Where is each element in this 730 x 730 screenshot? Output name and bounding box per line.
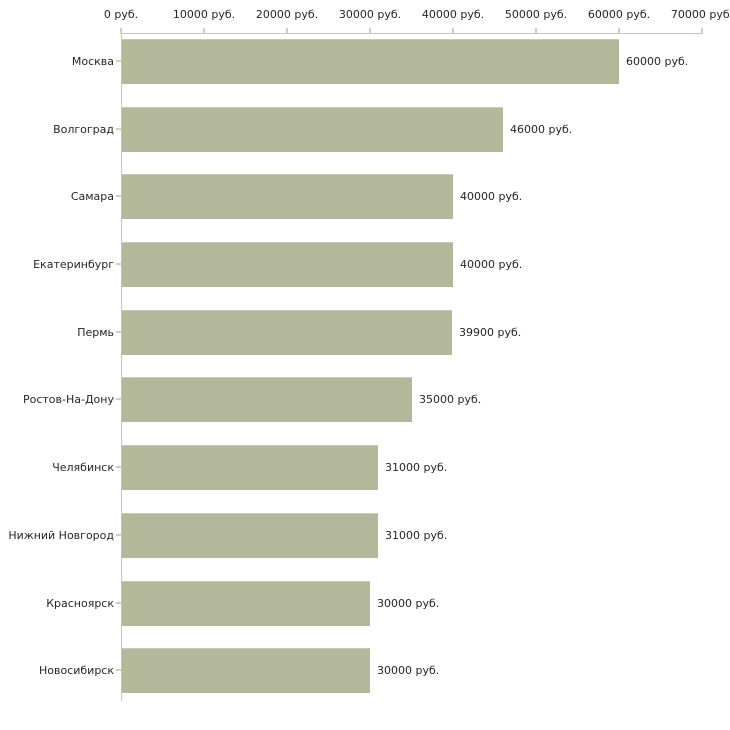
- category-tick-mark: [116, 601, 121, 604]
- bar: [121, 242, 453, 288]
- x-axis-tick-label: 20000 руб.: [255, 8, 319, 21]
- category-tick-mark: [116, 263, 121, 266]
- category-tick-mark: [116, 195, 121, 198]
- bar-row: Новосибирск 30000 руб.: [0, 643, 730, 711]
- bar-row: Екатеринбург 40000 руб.: [0, 237, 730, 305]
- x-axis-tick-mark: [286, 28, 288, 34]
- bar-row: Челябинск 31000 руб.: [0, 440, 730, 508]
- category-tick-mark: [116, 533, 121, 536]
- x-axis-tick-mark: [452, 28, 454, 34]
- category-label: Самара: [70, 190, 114, 204]
- value-label: 39900 руб.: [459, 325, 522, 339]
- x-axis-tick-label: 50000 руб.: [504, 8, 568, 21]
- category-label: Красноярск: [46, 596, 114, 610]
- bar-row: Нижний Новгород 31000 руб.: [0, 508, 730, 576]
- bar: [121, 580, 370, 626]
- plot-area: Москва 60000 руб. Волгоград 46000 руб. Самар…: [0, 34, 730, 711]
- bar: [121, 174, 453, 220]
- x-axis-tick-mark: [618, 28, 620, 34]
- category-label: Волгоград: [53, 122, 114, 136]
- x-axis-tick-mark: [203, 28, 205, 34]
- category-tick-mark: [116, 466, 121, 469]
- value-label: 40000 руб.: [460, 190, 523, 204]
- category-label: Челябинск: [52, 461, 114, 475]
- bar: [121, 445, 378, 491]
- bar-row: Москва 60000 руб.: [0, 34, 730, 102]
- category-label: Нижний Новгород: [8, 528, 114, 542]
- x-axis-tick-label: 70000 руб.: [670, 8, 730, 21]
- x-axis-tick-mark: [535, 28, 537, 34]
- value-label: 31000 руб.: [385, 461, 448, 475]
- x-axis-tick-mark: [701, 28, 703, 34]
- x-axis-tick-mark: [120, 28, 122, 34]
- bar-row: Пермь 39900 руб.: [0, 305, 730, 373]
- category-label: Екатеринбург: [33, 258, 114, 272]
- category-label: Москва: [71, 55, 114, 68]
- bar-row: Ростов-На-Дону 35000 руб.: [0, 372, 730, 440]
- category-tick-mark: [116, 330, 121, 333]
- value-label: 60000 руб.: [626, 55, 689, 68]
- x-axis-tick-label: 10000 руб.: [172, 8, 236, 21]
- category-tick-mark: [116, 60, 121, 62]
- value-label: 46000 руб.: [510, 122, 573, 136]
- x-axis-tick-label: 30000 руб.: [338, 8, 402, 21]
- value-label: 40000 руб.: [460, 258, 523, 272]
- bar: [121, 106, 503, 152]
- bar-row: Красноярск 30000 руб.: [0, 576, 730, 644]
- category-tick-mark: [116, 127, 121, 130]
- category-label: Пермь: [77, 325, 114, 339]
- x-axis-tick-mark: [369, 28, 371, 34]
- bar: [121, 377, 412, 423]
- x-axis-labels: 0 руб. 10000 руб. 20000 руб. 30000 руб. 4000…: [0, 8, 730, 22]
- bar-row: Волгоград 46000 руб.: [0, 102, 730, 170]
- x-axis-line: [121, 33, 703, 34]
- bar: [121, 39, 619, 84]
- y-axis-line: [121, 33, 122, 701]
- value-label: 30000 руб.: [377, 664, 440, 678]
- x-axis-tick-label: 60000 руб.: [587, 8, 651, 21]
- category-tick-mark: [116, 669, 121, 672]
- value-label: 35000 руб.: [419, 393, 482, 407]
- category-label: Ростов-На-Дону: [22, 393, 114, 407]
- bar: [121, 648, 370, 694]
- bar: [121, 512, 378, 558]
- bar: [121, 309, 452, 355]
- category-label: Новосибирск: [38, 664, 114, 678]
- value-label: 31000 руб.: [385, 528, 448, 542]
- bar-row: Самара 40000 руб.: [0, 169, 730, 237]
- category-tick-mark: [116, 398, 121, 401]
- value-label: 30000 руб.: [377, 596, 440, 610]
- x-axis-tick-label: 0 руб.: [103, 8, 139, 21]
- x-axis-tick-label: 40000 руб.: [421, 8, 485, 21]
